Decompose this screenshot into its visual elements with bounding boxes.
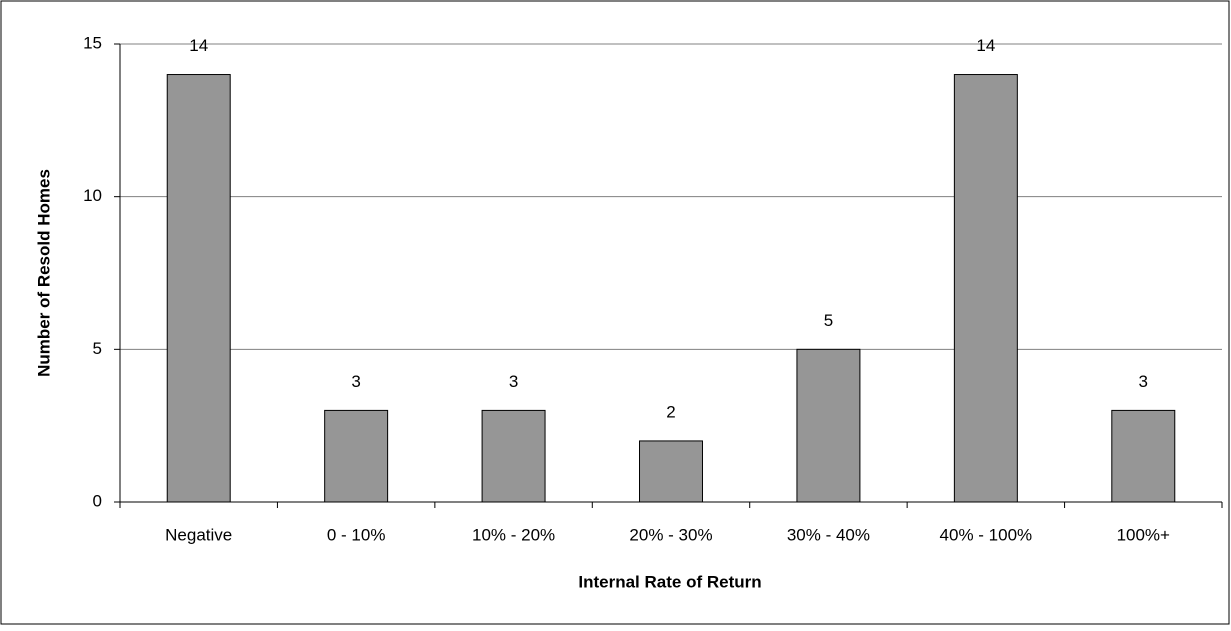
x-tick-label: Negative — [165, 525, 232, 544]
bar — [639, 440, 703, 503]
x-tick-label: 40% - 100% — [940, 525, 1033, 544]
y-tick-label: 10 — [83, 186, 102, 205]
x-axis-title: Internal Rate of Return — [578, 572, 761, 591]
bar — [953, 74, 1018, 503]
x-tick-label: 20% - 30% — [629, 525, 712, 544]
y-axis-title: Number of Resold Homes — [34, 169, 53, 377]
data-label: 3 — [351, 372, 360, 391]
x-tick-label: 100%+ — [1117, 525, 1170, 544]
bar — [1111, 409, 1176, 503]
bar — [166, 74, 231, 503]
x-tick-label: 0 - 10% — [327, 525, 386, 544]
data-label: 14 — [976, 36, 995, 55]
x-tick-label: 30% - 40% — [787, 525, 870, 544]
data-label: 2 — [666, 402, 675, 421]
data-label: 3 — [1139, 372, 1148, 391]
y-tick-label: 0 — [93, 491, 102, 510]
bar — [324, 409, 389, 503]
data-label: 3 — [509, 372, 518, 391]
bar — [796, 348, 861, 503]
y-tick-label: 15 — [83, 33, 102, 52]
bar — [481, 409, 546, 503]
data-label: 5 — [824, 311, 833, 330]
data-label: 14 — [189, 36, 208, 55]
y-tick-label: 5 — [93, 339, 102, 358]
x-tick-label: 10% - 20% — [472, 525, 555, 544]
